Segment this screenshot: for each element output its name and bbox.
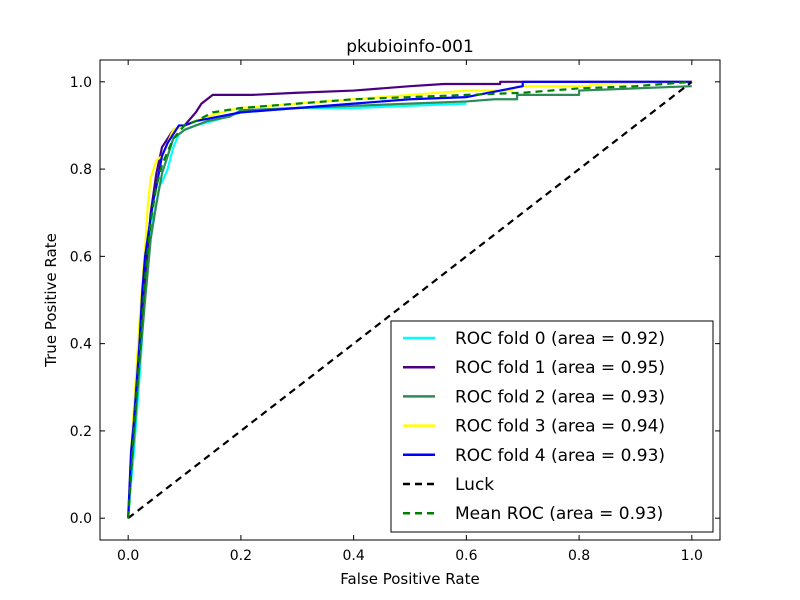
series-line-2 (127, 85, 692, 519)
series-layer (127, 80, 693, 520)
y-tick-label: 0.4 (70, 337, 92, 353)
legend-box (390, 320, 714, 533)
y-axis-label: True Positive Rate (42, 233, 60, 368)
x-axis-label: False Positive Rate (340, 570, 479, 588)
x-tick-label: 0.8 (568, 548, 590, 564)
legend: ROC fold 0 (area = 0.92) ROC fold 1 (area… (390, 320, 714, 533)
y-tick-label: 0.2 (70, 424, 92, 440)
y-tick-label: 0.6 (70, 249, 92, 265)
chart-title: pkubioinfo-001 (346, 37, 474, 57)
legend-label-2: ROC fold 2 (area = 0.93) (455, 387, 665, 407)
series-line-4 (127, 80, 692, 519)
legend-label-1: ROC fold 1 (area = 0.95) (455, 358, 665, 378)
y-tick-label: 0.8 (70, 162, 92, 178)
x-tick-label: 0.2 (230, 548, 252, 564)
ticks-layer: 0.0 0.2 0.4 0.6 0.8 1.0 0.0 0.2 0.4 0.6 0.8 1.0 (70, 60, 720, 564)
legend-label-0: ROC fold 0 (area = 0.92) (455, 329, 665, 349)
y-tick-label: 0.0 (70, 511, 92, 527)
legend-label-4: ROC fold 4 (area = 0.93) (455, 446, 665, 466)
x-tick-label: 0.0 (117, 548, 139, 564)
plot-frame (99, 59, 721, 541)
legend-label-6: Mean ROC (area = 0.93) (455, 504, 663, 524)
legend-label-5: Luck (455, 475, 494, 495)
series-line-5 (127, 80, 693, 520)
x-tick-label: 0.4 (343, 548, 365, 564)
y-tick-label: 1.0 (70, 75, 92, 91)
x-tick-label: 0.6 (455, 548, 477, 564)
x-tick-label: 1.0 (681, 548, 703, 564)
series-line-6 (127, 80, 692, 519)
legend-label-3: ROC fold 3 (area = 0.94) (455, 417, 665, 437)
